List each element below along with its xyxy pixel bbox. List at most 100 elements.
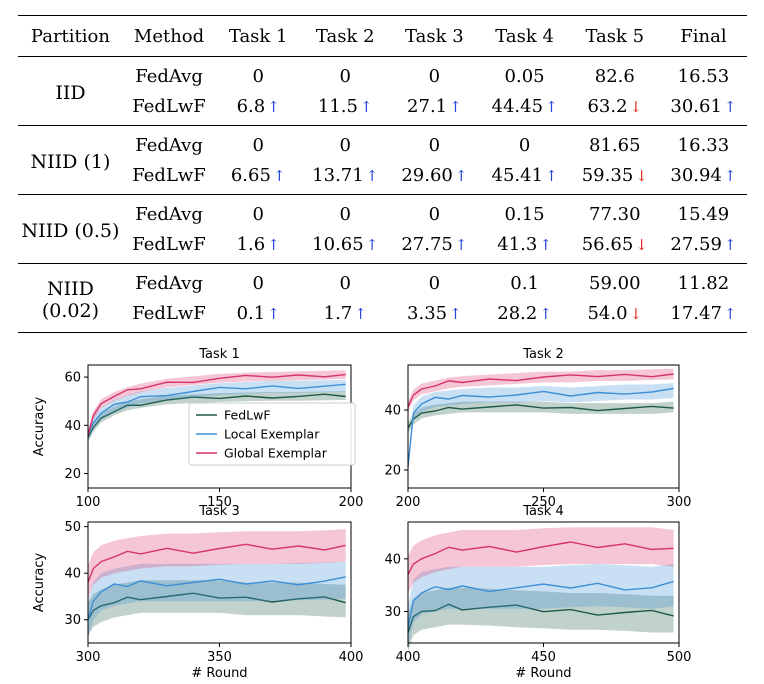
arrow-up-icon: ↑ [723,166,737,185]
x-tick-label: 300 [76,650,101,665]
legend-label: Global Exemplar [224,446,328,461]
y-tick-label: 40 [384,552,401,567]
score-cell: 17.47 ↑ [660,298,747,333]
legend-box [188,402,356,466]
score-value: 10.65 [312,233,364,255]
score-value: 0 [428,272,441,294]
arrow-up-icon: ↑ [723,235,737,254]
score-cell: 44.45 ↑ [479,91,569,126]
y-tick-label: 50 [64,520,81,535]
arrow-up-icon: ↑ [267,97,280,116]
y-tick-label: 20 [64,467,81,482]
method-label: FedAvg [135,203,203,225]
score-value: 44.45 [491,95,544,117]
score-value: 0.15 [504,203,545,225]
score-value: 30.94 [670,164,722,186]
score-cell: 0 [215,195,301,230]
method-label: FedLwF [132,164,206,186]
score-cell: 6.8 ↑ [215,91,301,126]
score-cell: 0 [215,57,301,92]
score-value: 13.71 [312,164,364,186]
score-cell: 0 [479,126,569,161]
score-value: 16.33 [677,134,730,156]
method-label: FedAvg [135,134,203,156]
score-value: 0.1 [236,302,266,324]
series-line [87,393,346,438]
arrow-up-icon: ↑ [454,235,468,254]
y-axis-label: Accuracy [32,397,47,457]
score-value: 27.1 [407,95,448,117]
score-cell: 27.75 ↑ [389,229,479,264]
results-table-container: Partition Method Task 1 Task 2 Task 3 Ta… [18,15,747,333]
arrow-down-icon: ↓ [635,166,648,185]
y-tick-label: 30 [384,605,401,620]
x-axis-label: # Round [191,666,247,679]
score-cell: 0 [301,195,389,230]
series-line [87,592,346,621]
x-tick-label: 400 [339,650,364,665]
score-value: 45.41 [491,164,544,186]
y-tick-label: 30 [64,613,81,628]
score-cell: 56.65 ↓ [570,229,660,264]
score-cell: 16.53 [660,57,747,92]
partition-group: IID FedAvg 0 0 0 0.05 82.6 16.53 FedLwF 6.8 ↑ 11.5 ↑… [18,57,747,126]
confidence-band [408,401,674,434]
score-value: 27.75 [401,233,453,255]
score-cell: 29.60 ↑ [389,160,479,195]
header-method: Method [133,25,205,47]
score-cell: 0 [301,264,389,299]
chart-title: Task 3 [198,504,239,519]
arrow-up-icon: ↑ [723,97,737,116]
accuracy-plots-svg: 100 150 200 20 40 60 Task 1 Accuracy FedLwF Local… [32,347,692,681]
arrow-up-icon: ↑ [449,304,462,323]
series-line [407,387,674,468]
score-value: 0 [339,203,351,225]
arrow-up-icon: ↑ [272,166,286,185]
score-cell: 0 [215,264,301,299]
y-tick-label: 20 [384,464,401,479]
score-value: 81.65 [589,134,641,156]
score-value: 17.47 [670,302,722,324]
arrow-up-icon: ↑ [545,166,558,185]
score-value: 56.65 [581,233,634,255]
partition-label: IID [55,82,86,104]
score-cell: 82.6 [570,57,660,92]
arrow-up-icon: ↑ [365,235,379,254]
score-cell: 0 [215,126,301,161]
score-value: 0 [428,65,441,87]
confidence-band [88,370,346,440]
x-tick-label: 100 [76,495,101,510]
confidence-band [88,529,346,599]
score-cell: 0 [389,126,479,161]
method-label: FedAvg [135,272,203,294]
series-line [87,576,346,620]
arrow-down-icon: ↓ [629,97,643,116]
score-cell: 10.65 ↑ [301,229,389,264]
confidence-band [88,391,346,442]
score-cell: 77.30 [570,195,660,230]
score-cell: 0.05 [479,57,569,92]
score-cell: 11.82 [660,264,747,299]
score-value: 59.35 [581,164,634,186]
header-partition: Partition [30,25,110,47]
arrow-up-icon: ↑ [449,97,462,116]
score-cell: 6.65 ↑ [215,160,301,195]
score-cell: 0 [389,264,479,299]
confidence-band [408,527,674,593]
x-tick-label: 500 [667,650,692,665]
legend-label: Local Exemplar [224,427,320,442]
chart-title: Task 4 [522,504,563,519]
y-tick-label: 40 [64,567,81,582]
x-tick-label: 350 [207,650,232,665]
header-task-4: Task 4 [495,25,554,47]
score-value: 11.5 [317,95,358,117]
score-value: 59.00 [589,272,641,294]
arrow-up-icon: ↑ [359,97,373,116]
score-cell: 0.1 [479,264,569,299]
chart-title: Task 2 [522,347,563,362]
score-value: 0 [339,65,351,87]
score-value: 29.60 [401,164,453,186]
partition-group: NIID (0.5) FedAvg 0 0 0 0.15 77.30 15.49 FedLwF 1… [18,195,747,264]
score-value: 0 [252,203,264,225]
score-cell: 15.49 [660,195,747,230]
